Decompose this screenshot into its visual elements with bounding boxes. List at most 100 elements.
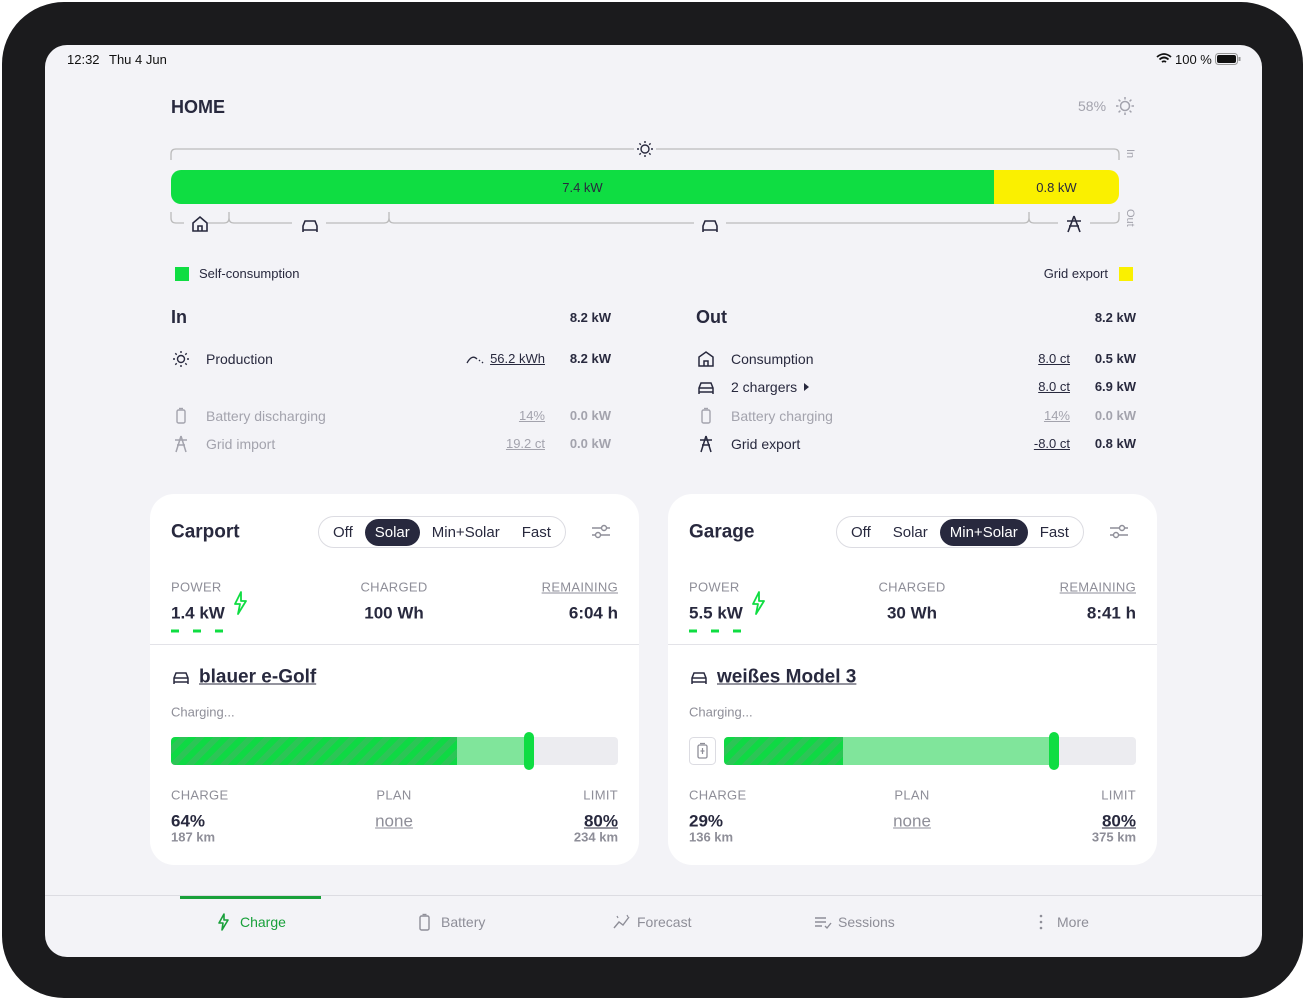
loadpoint-card: Carport Off Solar Min+Solar Fast POWER 1.4 … (150, 494, 639, 865)
status-time: 12:32 (67, 52, 100, 67)
limit-marker[interactable] (523, 732, 534, 770)
out-total: 8.2 kW (1094, 310, 1136, 325)
soc-to-limit (457, 737, 529, 765)
row-detail[interactable]: 8.0 ct (1038, 352, 1070, 365)
vehicle-name[interactable]: blauer e-Golf (199, 666, 317, 688)
in-side-label: In (1124, 149, 1136, 159)
limit-value[interactable]: 80% (583, 811, 618, 831)
row-detail[interactable]: 8.0 ct (1038, 380, 1070, 393)
row-detail[interactable]: 56.2 kWh (466, 352, 545, 365)
legend-self: Self-consumption (199, 266, 300, 281)
charged-label: CHARGED (360, 579, 428, 595)
settings-button[interactable] (591, 523, 611, 541)
row-icon (698, 351, 714, 367)
mode-button[interactable]: Off (333, 523, 353, 541)
tab-icon (815, 917, 832, 930)
tab-icon (218, 913, 229, 931)
mode-button[interactable]: Min+Solar (431, 523, 500, 541)
limit-value[interactable]: 80% (1101, 811, 1136, 831)
vehicle-icon (691, 672, 707, 684)
chevron (804, 383, 810, 391)
row-label-text: Consumption (731, 351, 814, 367)
out-side-label: Out (1124, 209, 1136, 227)
self-consumption-segment: 7.4 kW (171, 170, 994, 204)
battery-icon (1215, 53, 1241, 65)
power-value: 5.5 kW (689, 603, 743, 623)
brightness: 58% (1078, 98, 1107, 114)
soc-charged (724, 737, 844, 765)
tab-label: Forecast (637, 914, 692, 930)
forecast-icon (466, 356, 484, 363)
row-icon (173, 351, 189, 367)
plan-value[interactable]: none (375, 811, 413, 831)
divider (150, 644, 639, 645)
tab[interactable]: More (1033, 913, 1089, 931)
limit-label: LIMIT (1101, 787, 1136, 803)
vehicle-name[interactable]: weißes Model 3 (717, 666, 857, 688)
limit-range: 234 km (573, 829, 618, 845)
settings-button[interactable] (1109, 523, 1129, 541)
row-label-text: Grid import (206, 436, 276, 452)
row-detail-text: 56.2 kWh (490, 351, 545, 366)
row-detail[interactable]: -8.0 ct (1034, 437, 1070, 450)
tab-icon (613, 914, 630, 929)
row-label-text: Production (206, 351, 273, 367)
plan-value[interactable]: none (893, 811, 931, 831)
limit-marker[interactable] (1048, 732, 1059, 770)
row-power: 0.5 kW (1094, 351, 1136, 366)
mode-button[interactable]: Min+Solar (939, 518, 1028, 546)
energy-bar: 7.4 kW 0.8 kW (171, 170, 1119, 204)
row-detail-text: 14% (518, 408, 545, 423)
loadpoint-title: Garage (689, 521, 755, 543)
row-label-text: 2 chargers (731, 379, 798, 395)
row-icon (700, 435, 712, 453)
row-label: Grid export (731, 437, 800, 451)
vehicle-soc-button[interactable] (689, 737, 716, 765)
row-icon (701, 407, 711, 424)
mode-button[interactable]: Solar (364, 518, 420, 546)
row-detail-text: 14% (1043, 408, 1070, 423)
row-power: 8.2 kW (569, 351, 611, 366)
row-label[interactable]: 2 chargers (731, 380, 811, 394)
mode-button[interactable]: Fast (521, 523, 551, 541)
row-detail[interactable]: 14% (1044, 409, 1070, 422)
wifi-icon (1156, 53, 1172, 63)
row-detail-text: 8.0 ct (1038, 379, 1070, 394)
row-detail[interactable]: 19.2 ct (506, 437, 545, 450)
mode-button[interactable]: Fast (1039, 523, 1069, 541)
row-label-text: Battery charging (731, 408, 833, 424)
tab[interactable]: Charge (216, 913, 286, 931)
row-power: 0.8 kW (1094, 436, 1136, 451)
charge-label: CHARGE (689, 787, 747, 803)
legend-swatch (1119, 267, 1133, 281)
row-power: 0.0 kW (569, 408, 611, 423)
soc-bar (724, 732, 1136, 770)
soc-bar (171, 732, 618, 770)
tab[interactable]: Sessions (814, 913, 895, 931)
mode-button[interactable]: Solar (892, 523, 928, 541)
remaining-value: 8:41 h (1086, 603, 1136, 623)
tab[interactable]: Battery (417, 913, 485, 931)
tab-label: Sessions (838, 914, 895, 930)
mode-switch: Off Solar Min+Solar Fast (836, 516, 1084, 548)
status-date: Thu 4 Jun (109, 52, 167, 67)
grid-export-segment: 0.8 kW (993, 170, 1119, 204)
page-title: HOME (171, 97, 225, 117)
tab-icon (1039, 914, 1043, 930)
remaining-label[interactable]: REMAINING (541, 579, 618, 595)
mode-button[interactable]: Off (851, 523, 871, 541)
remaining-label[interactable]: REMAINING (1059, 579, 1136, 595)
in-title: In (171, 307, 187, 327)
charge-range: 136 km (689, 829, 734, 845)
limit-label: LIMIT (583, 787, 618, 803)
power-label: POWER (689, 579, 740, 595)
charge-label: CHARGE (171, 787, 229, 803)
legend-grid: Grid export (1043, 266, 1108, 281)
row-detail-text: 19.2 ct (505, 436, 545, 451)
row-icon (176, 407, 186, 424)
row-detail[interactable]: 14% (519, 409, 545, 422)
row-detail-text: 8.0 ct (1038, 351, 1070, 366)
tab[interactable]: Forecast (613, 913, 691, 931)
sun-icon[interactable] (1115, 96, 1135, 116)
